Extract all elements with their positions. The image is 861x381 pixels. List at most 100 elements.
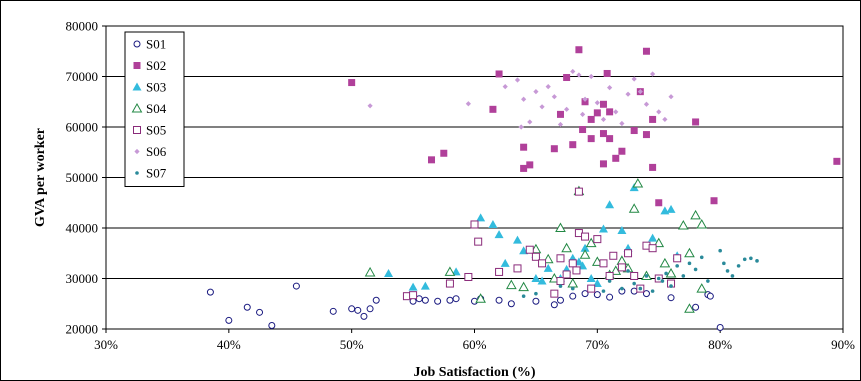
data-point-s04 (628, 203, 640, 213)
data-point-s06 (518, 124, 524, 130)
data-point-s02 (649, 163, 657, 171)
data-point-s03 (617, 226, 627, 235)
data-point-s07 (725, 269, 730, 273)
data-point-s05 (445, 279, 454, 288)
data-point-s04 (561, 242, 572, 253)
data-point-s05 (587, 284, 596, 293)
data-point-s07 (706, 279, 710, 283)
data-point-s05 (572, 266, 581, 275)
data-point-s02 (489, 105, 497, 113)
y-tick-label: 30000 (66, 271, 99, 286)
legend-label-s07: S07 (146, 166, 167, 181)
y-tick-label: 50000 (66, 170, 99, 185)
data-point-s04 (696, 218, 708, 229)
data-point-s06 (625, 91, 631, 97)
data-point-s03 (666, 204, 676, 213)
data-point-s05 (556, 254, 565, 263)
data-point-s01 (630, 287, 638, 295)
data-point-s01 (268, 321, 276, 329)
data-point-s06 (668, 94, 674, 100)
data-point-s06 (582, 96, 588, 102)
data-point-s01 (569, 292, 577, 300)
data-point-s01 (642, 290, 650, 298)
data-point-s06 (619, 120, 625, 127)
y-axis-ticks: 20000 30000 40000 50000 60000 70000 80000 (66, 19, 106, 337)
data-point-s04 (690, 209, 701, 220)
data-point-s07 (626, 269, 630, 273)
legend-marker-s07 (135, 171, 139, 175)
data-point-s02 (593, 109, 601, 117)
data-point-s05 (609, 251, 618, 260)
data-point-s06 (643, 101, 650, 107)
legend-marker-s04 (131, 102, 143, 113)
data-point-s05 (464, 272, 473, 281)
data-point-s06 (465, 101, 471, 107)
data-point-s07 (521, 294, 526, 298)
data-point-s07 (675, 264, 679, 268)
data-point-s06 (557, 121, 564, 128)
data-point-s07 (632, 281, 636, 286)
data-point-s06 (588, 73, 594, 80)
y-tick-label: 60000 (66, 120, 99, 135)
data-point-s02 (575, 46, 583, 54)
data-point-s03 (598, 224, 608, 233)
data-point-s02 (599, 160, 607, 168)
data-point-s01 (606, 293, 614, 301)
data-point-s07 (755, 259, 759, 263)
data-point-s07 (558, 284, 563, 288)
data-point-s05 (599, 259, 608, 268)
data-point-s07 (742, 257, 747, 262)
data-point-s04 (518, 281, 529, 292)
data-point-s04 (579, 249, 591, 259)
data-point-s03 (537, 276, 547, 285)
data-point-s05 (593, 235, 602, 244)
legend-marker-s01 (133, 40, 141, 48)
data-point-s02 (495, 70, 503, 78)
data-point-s02 (587, 135, 595, 143)
data-point-s02 (587, 115, 595, 123)
data-point-s01 (434, 297, 442, 305)
data-point-s02 (520, 143, 528, 151)
data-point-s01 (225, 316, 233, 324)
data-point-s05 (550, 289, 559, 298)
data-point-s01 (452, 295, 460, 303)
data-point-s05 (525, 245, 534, 254)
data-point-s02 (556, 110, 564, 118)
data-point-s01 (329, 307, 337, 315)
data-point-s07 (601, 289, 606, 293)
data-point-s05 (568, 259, 577, 268)
data-point-s02 (348, 79, 356, 87)
data-point-s02 (649, 115, 657, 123)
data-point-s06 (367, 103, 373, 109)
data-point-s04 (684, 247, 695, 258)
data-point-s01 (667, 294, 675, 302)
data-point-s01 (692, 303, 700, 311)
y-tick-label: 70000 (66, 69, 99, 84)
data-point-s02 (606, 108, 614, 116)
data-point-s07 (656, 276, 661, 281)
data-point-s05 (409, 291, 418, 300)
data-point-s05 (531, 252, 540, 261)
legend-label-s06: S06 (146, 144, 167, 159)
data-point-s05 (474, 237, 483, 246)
data-point-s02 (599, 130, 607, 138)
data-point-s07 (669, 284, 673, 288)
data-point-s01 (421, 296, 429, 304)
data-point-s05 (630, 271, 639, 280)
data-point-s06 (662, 116, 668, 123)
data-point-s06 (607, 85, 613, 91)
data-point-s03 (605, 200, 615, 209)
data-point-s02 (710, 197, 718, 205)
data-point-s05 (513, 264, 522, 273)
data-point-s02 (569, 141, 577, 149)
data-point-s04 (684, 303, 695, 313)
data-point-s05 (556, 277, 565, 286)
data-point-s07 (620, 286, 624, 291)
data-points (206, 46, 841, 331)
data-point-s01 (366, 305, 374, 313)
data-point-s06 (613, 109, 619, 115)
data-point-s05 (605, 271, 614, 280)
x-axis-title: Job Satisfaction (%) (413, 365, 535, 380)
data-point-s01 (292, 282, 300, 290)
